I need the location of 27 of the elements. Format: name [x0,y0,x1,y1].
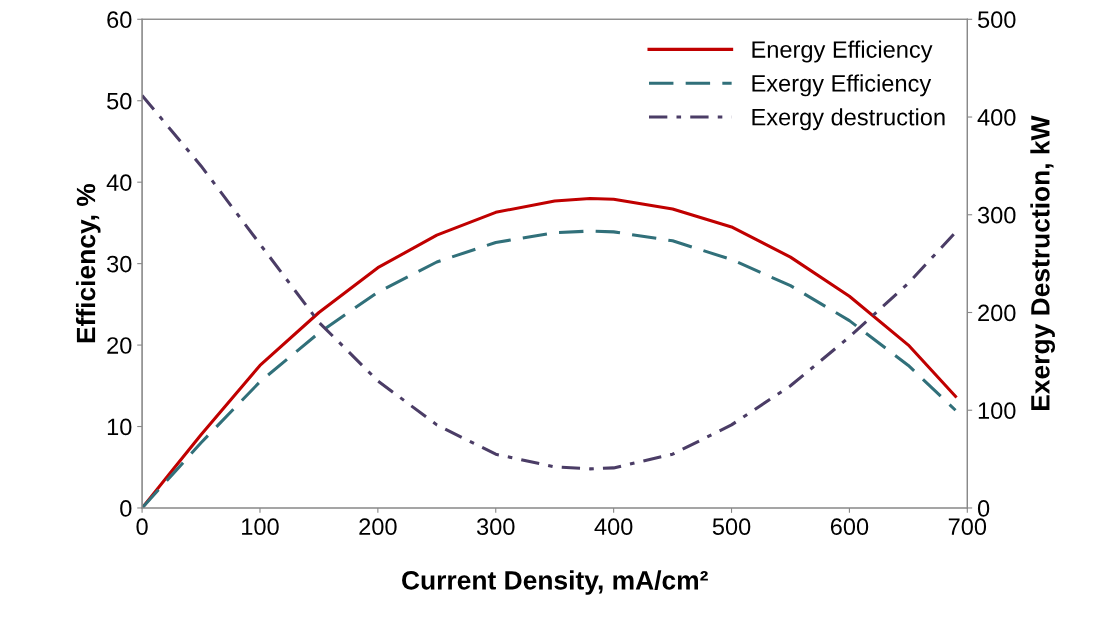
y2-tick-label: 400 [977,109,1016,126]
x-axis-title: Current Density, mA/cm² [402,570,708,595]
x-tick-label: 700 [948,518,987,536]
x-tick-label: 300 [476,518,515,536]
y2-tick-label: 300 [977,206,1016,224]
x-tick-label: 100 [242,518,279,536]
y-tick-label: 60 [107,11,132,29]
y-axis-title: Efficiency, % [75,183,101,343]
legend-label: Energy Efficiency [752,40,933,63]
y2-tick-label: 500 [977,11,1016,29]
y2-tick-label: 200 [978,304,1016,322]
legend-label: Exergy destruction [752,108,945,131]
x-tick-label: 400 [594,518,633,536]
y2-axis-title: Exergy Destruction, kW [1030,115,1056,410]
y-tick-label: 50 [107,92,132,110]
y-tick-label: 0 [120,500,132,517]
legend-label: Exergy Efficiency [752,74,932,97]
y2-tick-label: 100 [978,402,1016,420]
y-tick-label: 30 [107,255,132,273]
x-tick-label: 200 [359,518,397,536]
y-tick-label: 10 [107,418,132,436]
y-tick-label: 40 [106,174,132,191]
y2-tick-label: 0 [977,500,990,517]
x-tick-label: 0 [136,518,148,536]
x-tick-label: 500 [712,518,751,536]
y-tick-label: 20 [107,337,132,354]
x-tick-label: 600 [830,518,869,536]
